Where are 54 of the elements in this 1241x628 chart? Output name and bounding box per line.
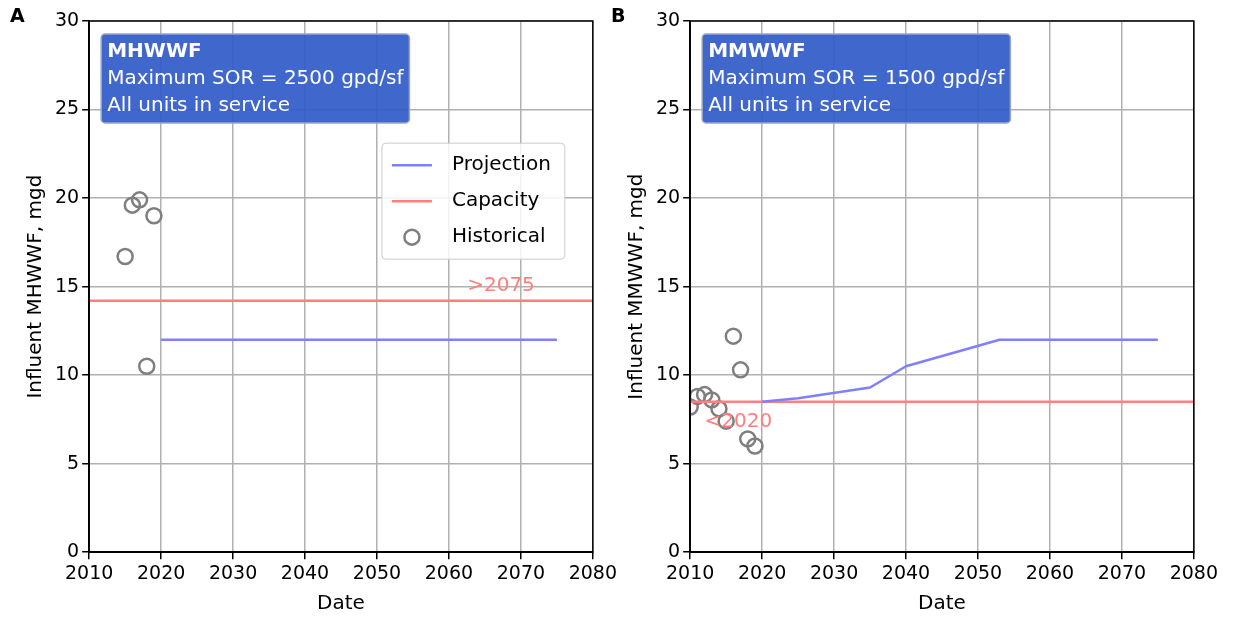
x-tick-label: 2060 (1025, 560, 1075, 583)
y-tick-label: 15 (655, 273, 681, 296)
y-tick-label: 10 (655, 362, 681, 385)
y-tick-label: 0 (668, 539, 681, 562)
chart-title: A (10, 4, 25, 27)
y-tick-label: 15 (54, 273, 80, 296)
y-tick-label: 25 (54, 96, 80, 119)
y-tick-label: 20 (655, 185, 681, 207)
y-axis-title: Influent MMWWF, mgd (623, 173, 648, 400)
x-tick-label: 2020 (136, 560, 186, 583)
y-axis-title: Influent MHWWF, mgd (22, 174, 47, 399)
legend-label: Capacity (451, 187, 540, 212)
y-tick-label: 5 (668, 450, 681, 473)
x-tick-label: 2020 (737, 560, 787, 583)
x-tick-label: 2050 (953, 560, 1003, 583)
y-tick-label: 10 (54, 362, 80, 385)
annotation: All units in service (107, 91, 291, 116)
x-axis-title: Date (317, 590, 365, 615)
legend-label: Projection (451, 151, 551, 176)
point (724, 327, 743, 345)
x-tick-label: 2030 (208, 560, 258, 583)
annotation: Maximum SOR = 2500 gpd/sf (107, 64, 405, 89)
point (738, 430, 757, 448)
x-axis-title: Date (918, 590, 966, 615)
x-tick-label: 2080 (1169, 560, 1218, 583)
y-tick-label: 20 (54, 185, 80, 207)
x-tick-label: 2050 (352, 560, 402, 583)
x-tick-label: 2040 (280, 560, 330, 583)
point (137, 357, 156, 376)
y-tick-label: 0 (67, 539, 80, 562)
x-tick-label: 2010 (65, 560, 114, 583)
annotation: Maximum SOR = 1500 gpd/sf (708, 64, 1006, 89)
point (116, 247, 134, 266)
x-tick-label: 2040 (881, 560, 931, 583)
y-tick-label: 30 (54, 7, 80, 30)
point (746, 437, 764, 455)
x-tick-label: 2030 (809, 560, 859, 583)
x-tick-label: 2070 (496, 560, 546, 583)
annotation: MMWWF (708, 37, 806, 62)
x-tick-label: 2060 (424, 560, 474, 583)
y-tick-label: 25 (655, 96, 681, 119)
point (123, 196, 142, 214)
x-tick-label: 2070 (1097, 560, 1147, 583)
x-tick-label: 2010 (666, 560, 715, 583)
annotation: MHWWF (107, 37, 202, 62)
point (145, 207, 163, 225)
point (130, 191, 149, 209)
y-tick-label: 30 (655, 7, 681, 30)
annotation: All units in service (708, 91, 892, 116)
x-tick-label: 2080 (568, 560, 617, 583)
y-tick-label: 5 (67, 450, 80, 473)
point (731, 361, 750, 379)
legend-label: Historical (451, 223, 546, 248)
chart-title: B (611, 4, 626, 27)
